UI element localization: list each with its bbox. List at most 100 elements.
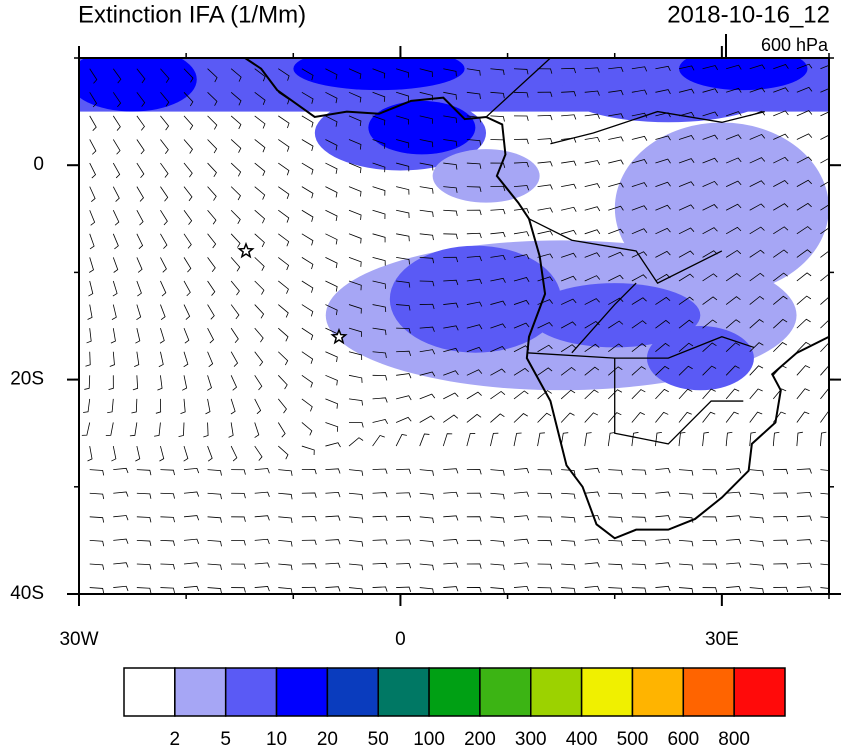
wind-barb [278, 587, 293, 594]
wind-barb [112, 186, 120, 202]
wind-barb [820, 540, 829, 542]
wind-barb [136, 492, 152, 499]
wind-barb [608, 492, 623, 499]
wind-barb [231, 563, 246, 570]
wind-barb [372, 304, 387, 313]
wind-barb [254, 68, 266, 82]
wind-barb [419, 326, 435, 332]
wind-barb [372, 327, 387, 336]
wind-barb [348, 587, 364, 594]
wind-barb [749, 157, 766, 164]
wind-barb [631, 366, 646, 376]
wind-barb [203, 422, 209, 438]
wind-barb [537, 138, 553, 144]
wind-barb [561, 91, 577, 97]
wind-barb [325, 304, 338, 316]
wind-barb [490, 432, 499, 447]
aerosol-shading [679, 58, 808, 91]
wind-barb [631, 89, 648, 95]
wind-barb [466, 539, 482, 546]
wind-barb [584, 67, 600, 73]
wind-barb [443, 392, 459, 400]
wind-barb [655, 515, 671, 521]
border [571, 282, 637, 354]
wind-barb [278, 445, 289, 460]
wind-barb [278, 233, 290, 247]
wind-barb [348, 257, 362, 267]
wind-barb [325, 562, 341, 568]
x-tick-label: 30E [705, 629, 739, 650]
wind-barb [796, 86, 813, 93]
wind-barb [513, 390, 529, 400]
wind-barb [254, 375, 263, 391]
wind-barb [372, 562, 388, 569]
wind-barb [820, 469, 829, 471]
wind-barb [773, 586, 789, 593]
wind-barb [443, 302, 459, 308]
colorbar-box [377, 667, 430, 717]
wind-barb [584, 467, 600, 474]
wind-barb [154, 422, 161, 437]
wind-barb [820, 365, 829, 376]
wind-barb [678, 227, 695, 235]
wind-barb [348, 280, 362, 291]
wind-barb [230, 233, 241, 248]
wind-barb [112, 257, 119, 273]
wind-barb [348, 233, 362, 244]
wind-barb [631, 274, 648, 282]
wind-barb [231, 492, 246, 499]
wind-barb [584, 275, 601, 282]
wind-barb [372, 419, 388, 425]
wind-barb [749, 388, 763, 400]
wind-barb [702, 134, 719, 140]
wind-barb [466, 68, 481, 76]
wind-barb [725, 134, 742, 140]
wind-barb [537, 540, 553, 546]
wind-barb [325, 209, 338, 221]
wind-barb [325, 91, 338, 104]
wind-barb [773, 468, 789, 475]
wind-barb [207, 280, 216, 296]
wind-barb [513, 91, 529, 98]
wind-barb [796, 539, 812, 545]
wind-barb [678, 365, 693, 376]
wind-barb [89, 68, 98, 84]
wind-barb [655, 227, 671, 235]
wind-barb [608, 274, 624, 282]
wind-barb [372, 162, 386, 173]
wind-barb [678, 587, 694, 594]
wind-barb [231, 469, 246, 475]
x-tick-label: 30W [59, 629, 98, 650]
wind-barb [301, 539, 317, 546]
wind-barb [254, 162, 266, 177]
wind-barb [537, 516, 553, 523]
wind-barb [796, 110, 813, 117]
wind-barb [443, 468, 459, 474]
wind-barb [678, 158, 695, 164]
wind-barb [230, 280, 240, 296]
wind-barb [490, 139, 505, 145]
wind-barb [419, 433, 430, 447]
wind-barb [254, 422, 260, 438]
wind-barb [254, 209, 266, 224]
wind-barb [131, 398, 138, 414]
wind-barb [372, 233, 386, 243]
wind-barb [608, 136, 624, 142]
wind-barb [301, 586, 317, 593]
wind-barb [631, 389, 646, 400]
wind-barb [561, 540, 576, 547]
wind-barb [348, 115, 362, 127]
wind-barb [678, 540, 694, 547]
wind-barb [396, 563, 412, 569]
wind-barb [725, 342, 741, 353]
wind-barb [513, 277, 530, 283]
colorbar-box [733, 667, 786, 717]
wind-barb [278, 492, 293, 500]
wind-barb [231, 516, 246, 522]
wind-barb [89, 162, 97, 179]
wind-barb [773, 342, 788, 353]
wind-barb [278, 162, 290, 176]
wind-barb [278, 257, 290, 271]
wind-barb [348, 327, 362, 337]
wind-barb [608, 516, 623, 523]
